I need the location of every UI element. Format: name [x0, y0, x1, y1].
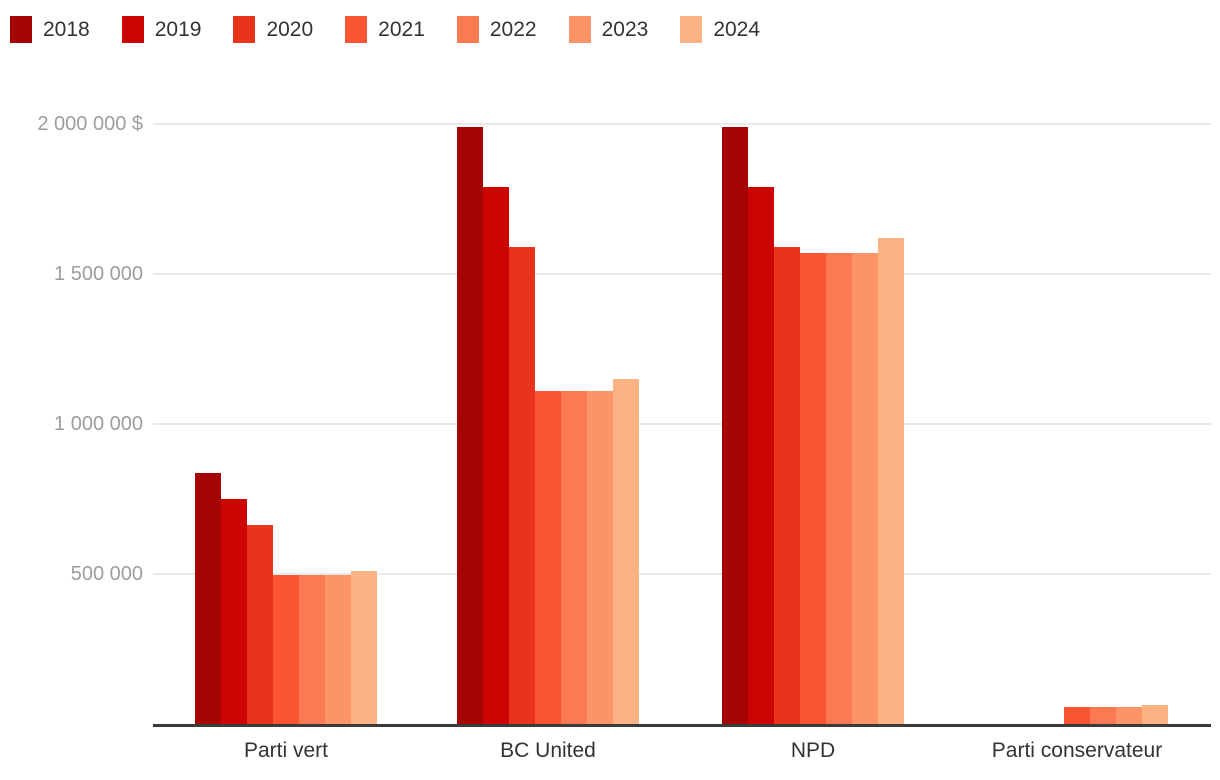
bar-2022-parti-vert[interactable] — [299, 575, 325, 724]
bar-2023-bc-united[interactable] — [587, 391, 613, 724]
y-tick-label: 500 000 — [70, 563, 143, 585]
bar-2021-parti-vert[interactable] — [273, 575, 299, 724]
legend-item-2022: 2022 — [456, 16, 537, 43]
bar-2024-npd[interactable] — [878, 238, 904, 724]
bar-2024-bc-united[interactable] — [613, 379, 639, 724]
legend-swatch — [680, 16, 703, 43]
legend-label: 2018 — [43, 18, 90, 41]
x-category-label: NPD — [790, 739, 836, 762]
legend-swatch — [345, 16, 368, 43]
bar-2020-parti-vert[interactable] — [247, 525, 273, 724]
x-category-label: Parti conservateur — [991, 739, 1163, 762]
legend-item-2023: 2023 — [568, 16, 649, 43]
bar-group-parti-vert — [195, 124, 377, 724]
legend-swatch — [10, 16, 32, 43]
bar-2018-bc-united[interactable] — [457, 127, 483, 724]
legend-swatch — [121, 16, 144, 43]
bar-2020-bc-united[interactable] — [509, 247, 535, 724]
bar-2024-parti-conservateur[interactable] — [1142, 705, 1168, 724]
gridline — [153, 573, 1211, 575]
legend: 2018 2019 2020 2021 2022 2023 2024 — [10, 16, 760, 43]
legend-item-2021: 2021 — [345, 16, 425, 43]
plot-area — [153, 123, 1211, 724]
bar-2018-parti-vert[interactable] — [195, 473, 221, 724]
bar-2018-npd[interactable] — [722, 127, 748, 724]
x-category-label: Parti vert — [243, 739, 329, 762]
bar-2021-npd[interactable] — [800, 253, 826, 724]
bar-2022-bc-united[interactable] — [561, 391, 587, 724]
bar-2021-parti-conservateur[interactable] — [1064, 707, 1090, 724]
legend-label: 2020 — [266, 18, 314, 41]
legend-item-2018: 2018 — [10, 16, 90, 43]
legend-swatch — [233, 16, 256, 43]
bar-2023-parti-vert[interactable] — [325, 575, 351, 724]
x-category-label: BC United — [500, 739, 596, 762]
legend-label: 2024 — [713, 18, 761, 41]
bar-group-parti-conservateur — [986, 124, 1168, 724]
legend-label: 2019 — [154, 18, 202, 41]
bar-2021-bc-united[interactable] — [535, 391, 561, 724]
bar-2019-parti-vert[interactable] — [221, 499, 247, 724]
legend-item-2019: 2019 — [121, 16, 202, 43]
bar-2019-bc-united[interactable] — [483, 187, 509, 724]
legend-swatch — [456, 16, 479, 43]
y-tick-label: 2 000 000 $ — [37, 113, 143, 135]
bar-2020-npd[interactable] — [774, 247, 800, 724]
gridline — [153, 123, 1211, 125]
bar-2023-npd[interactable] — [852, 253, 878, 724]
bar-2024-parti-vert[interactable] — [351, 571, 377, 724]
gridline — [153, 423, 1211, 425]
legend-label: 2021 — [378, 18, 425, 41]
y-tick-label: 1 500 000 — [54, 263, 143, 285]
bar-2022-parti-conservateur[interactable] — [1090, 707, 1116, 724]
bar-group-bc-united — [457, 124, 639, 724]
legend-item-2020: 2020 — [233, 16, 313, 43]
bar-2019-npd[interactable] — [748, 187, 774, 724]
legend-item-2024: 2024 — [680, 16, 760, 43]
gridline — [153, 273, 1211, 275]
y-tick-label: 1 000 000 — [54, 413, 143, 435]
legend-swatch — [568, 16, 591, 43]
legend-label: 2023 — [601, 18, 649, 41]
x-axis-line — [153, 724, 1211, 727]
bar-2022-npd[interactable] — [826, 253, 852, 724]
bar-group-npd — [722, 124, 904, 724]
legend-label: 2022 — [489, 18, 537, 41]
bar-2023-parti-conservateur[interactable] — [1116, 707, 1142, 724]
